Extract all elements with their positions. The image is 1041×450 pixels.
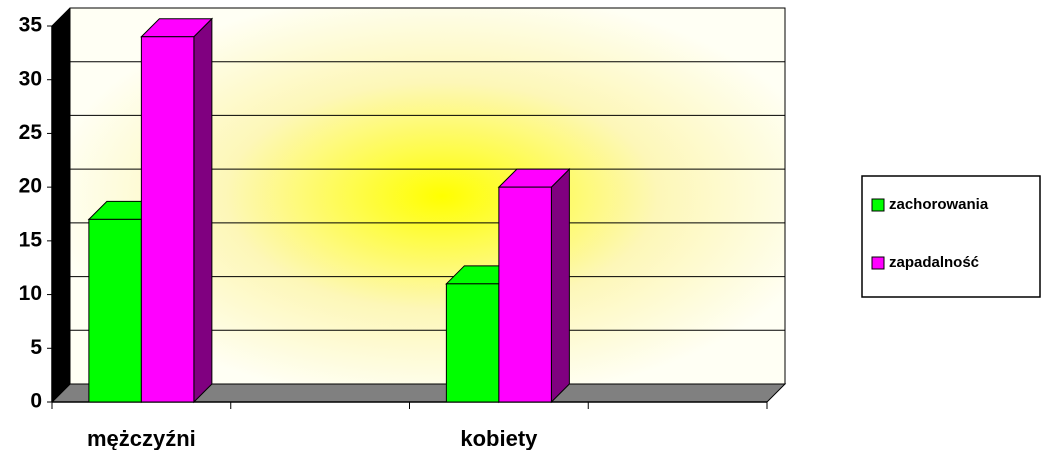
y-tick-label: 5 xyxy=(30,336,42,359)
y-tick-label: 0 xyxy=(30,390,42,413)
bar xyxy=(498,186,552,403)
legend-swatch xyxy=(871,198,885,212)
bar xyxy=(140,36,195,403)
y-tick-label: 20 xyxy=(19,175,42,198)
x-tick-label: mężczyźni xyxy=(87,426,196,450)
bar-side xyxy=(193,17,213,404)
y-tick-label: 35 xyxy=(19,14,43,37)
grid-line xyxy=(51,7,785,27)
y-tick-label: 30 xyxy=(19,67,42,90)
grid-line xyxy=(51,61,785,81)
y-tick-label: 10 xyxy=(19,282,42,305)
legend-box xyxy=(861,175,1041,298)
legend-label: zapadalność xyxy=(889,254,979,271)
side-wall xyxy=(52,8,70,402)
bar-side xyxy=(550,167,570,404)
legend-label: zachorowania xyxy=(889,196,989,213)
x-tick-label: kobiety xyxy=(460,426,538,450)
bar xyxy=(88,218,142,403)
bar xyxy=(445,283,500,403)
y-tick-label: 15 xyxy=(19,228,43,251)
y-tick-label: 25 xyxy=(19,121,43,144)
grid-line xyxy=(51,114,785,134)
legend-swatch xyxy=(871,256,885,270)
